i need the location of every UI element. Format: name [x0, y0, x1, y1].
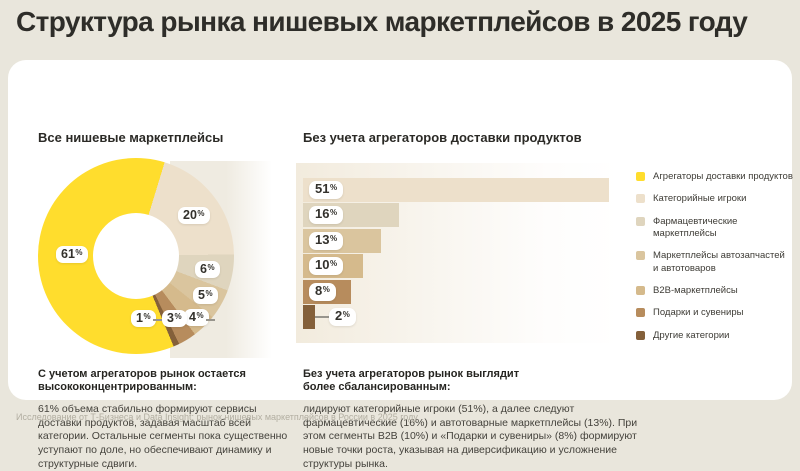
- donut-label-b2b-connector: [206, 319, 215, 321]
- legend-item-other: Другие категории: [636, 330, 798, 342]
- bar-label-pharma: 16%: [309, 206, 344, 224]
- legend-swatch-b2b: [636, 286, 645, 296]
- infographic-page: Структура рынка нишевых маркетплейсов в …: [8, 6, 793, 470]
- legend: Агрегаторы доставки продуктов Категорийн…: [636, 171, 798, 342]
- legend-swatch-category-players: [636, 194, 645, 204]
- donut-label-other: 1%: [131, 310, 156, 328]
- page-title: Структура рынка нишевых маркетплейсов в …: [16, 6, 748, 37]
- source-caption: Исследование от Т-Бизнеса и Data Insight…: [16, 412, 418, 422]
- percent-sign: %: [342, 309, 350, 319]
- bar-chart: 51% 16% 13% 10% 8% 2%: [296, 163, 620, 343]
- bar-label-category-players: 51%: [309, 181, 344, 199]
- legend-swatch-aggregators: [636, 172, 645, 181]
- donut-label-auto: 5%: [193, 287, 218, 305]
- bar-other: [303, 305, 315, 329]
- legend-item-b2b: B2B-маркетплейсы: [636, 285, 798, 297]
- donut-label-other-connector: [153, 319, 162, 321]
- percent-sign: %: [196, 310, 204, 320]
- percent-sign: %: [75, 247, 83, 257]
- donut-label-category-players: 20%: [178, 207, 210, 225]
- percent-sign: %: [207, 262, 215, 272]
- percent-sign: %: [329, 207, 338, 217]
- percent-sign: %: [322, 284, 330, 294]
- donut-label-aggregators: 61%: [56, 246, 88, 264]
- legend-swatch-pharma: [636, 216, 645, 226]
- percent-sign: %: [143, 311, 151, 321]
- legend-swatch-gifts: [636, 308, 645, 318]
- legend-item-pharma: Фармацевтические маркетплейсы: [636, 216, 798, 241]
- percent-sign: %: [205, 288, 213, 298]
- bar-label-b2b: 10%: [309, 257, 344, 275]
- legend-item-gifts: Подарки и сувениры: [636, 307, 798, 319]
- legend-item-category-players: Категорийные игроки: [636, 193, 798, 205]
- bar-label-gifts: 8%: [309, 283, 336, 301]
- bar-label-other: 2%: [329, 308, 356, 326]
- donut-label-b2b: 4%: [184, 309, 209, 327]
- percent-sign: %: [329, 182, 338, 192]
- donut-section-heading: Все нишевые маркетплейсы: [38, 130, 224, 145]
- legend-swatch-auto: [636, 251, 645, 261]
- legend-swatch-other: [636, 330, 645, 340]
- legend-item-aggregators: Агрегаторы доставки продуктов: [636, 171, 798, 183]
- percent-sign: %: [329, 258, 338, 268]
- content-card: Все нишевые маркетплейсы Без учета агрег…: [8, 60, 793, 470]
- percent-sign: %: [174, 311, 182, 321]
- bar-category-players: [303, 178, 609, 202]
- bar-label-other-connector: [315, 316, 329, 318]
- donut-label-pharma: 6%: [195, 261, 220, 279]
- percent-sign: %: [329, 233, 338, 243]
- bar-label-auto: 13%: [309, 232, 344, 250]
- legend-item-auto: Маркетплейсы автозапчастей и автотоваров: [636, 250, 798, 275]
- bars-note-title: Без учета агрегаторов рынок выглядит бол…: [303, 368, 520, 393]
- donut-note-title: С учетом агрегаторов рынок остается высо…: [38, 368, 246, 393]
- donut-label-gifts: 3%: [162, 310, 187, 328]
- donut-hole: [93, 213, 179, 299]
- percent-sign: %: [197, 208, 205, 218]
- bars-section-heading: Без учета агрегаторов доставки продуктов: [303, 130, 582, 145]
